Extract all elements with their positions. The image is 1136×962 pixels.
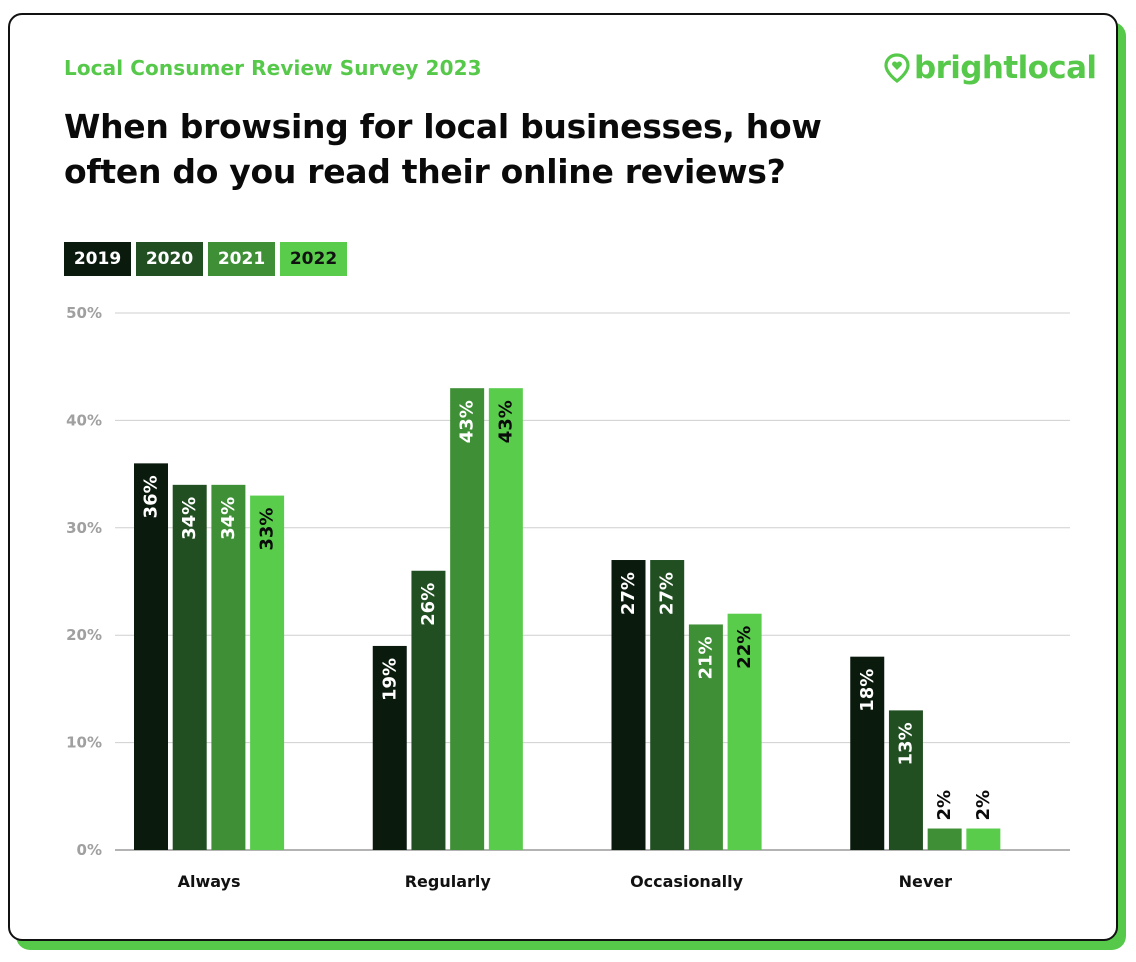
y-tick-label: 0% xyxy=(77,841,102,859)
y-tick-label: 20% xyxy=(66,626,102,644)
bar-value-label: 26% xyxy=(418,583,439,626)
survey-kicker: Local Consumer Review Survey 2023 xyxy=(64,56,482,80)
title-line-2: often do you read their online reviews? xyxy=(64,152,786,191)
brightlocal-logo[interactable]: brightlocal xyxy=(884,48,1097,88)
bar-value-label: 2% xyxy=(934,790,955,821)
bar-never-2019 xyxy=(850,656,885,850)
logo-wordmark: brightlocal xyxy=(914,50,1097,86)
bar-always-2020 xyxy=(172,484,207,850)
bar-never-2020 xyxy=(888,710,923,850)
bar-never-2022 xyxy=(966,828,1001,850)
bar-value-label: 2% xyxy=(973,790,994,821)
bar-value-label: 21% xyxy=(695,636,716,679)
bar-value-label: 36% xyxy=(141,475,162,518)
bar-value-label: 34% xyxy=(218,497,239,540)
bar-occasionally-2021 xyxy=(688,624,723,850)
bar-always-2019 xyxy=(134,463,168,850)
x-category-label: Never xyxy=(899,872,953,891)
title-line-1: When browsing for local businesses, how xyxy=(64,107,822,146)
bar-value-label: 18% xyxy=(857,669,878,712)
bar-regularly-2021 xyxy=(450,388,485,850)
bar-occasionally-2019 xyxy=(611,560,646,850)
bar-value-label: 27% xyxy=(657,572,678,615)
x-category-label: Always xyxy=(178,872,241,891)
bar-value-label: 43% xyxy=(495,400,516,443)
bar-value-label: 43% xyxy=(457,400,478,443)
bar-always-2021 xyxy=(211,484,246,850)
map-pin-heart-icon xyxy=(884,53,910,83)
legend-item-2019: 2019 xyxy=(64,242,131,276)
bar-regularly-2022 xyxy=(488,388,523,850)
bar-value-label: 33% xyxy=(257,508,278,551)
bar-regularly-2020 xyxy=(411,570,446,850)
x-category-label: Occasionally xyxy=(630,872,744,891)
legend-item-2022: 2022 xyxy=(280,242,347,276)
legend: 2019 2020 2021 2022 xyxy=(64,242,347,276)
y-tick-label: 40% xyxy=(66,411,102,429)
y-tick-label: 10% xyxy=(66,734,102,752)
bar-occasionally-2022 xyxy=(727,613,762,850)
page-title: When browsing for local businesses, how … xyxy=(64,104,884,194)
x-category-label: Regularly xyxy=(405,872,492,891)
y-tick-label: 30% xyxy=(66,519,102,537)
bar-value-label: 34% xyxy=(179,497,200,540)
bar-always-2022 xyxy=(250,495,285,850)
bar-occasionally-2020 xyxy=(650,560,685,850)
bar-value-label: 13% xyxy=(895,722,916,765)
bar-value-label: 22% xyxy=(734,626,755,669)
bar-value-label: 27% xyxy=(618,572,639,615)
legend-item-2020: 2020 xyxy=(136,242,203,276)
y-tick-label: 50% xyxy=(66,304,102,322)
bar-value-label: 19% xyxy=(379,658,400,701)
bar-regularly-2019 xyxy=(372,645,407,850)
legend-item-2021: 2021 xyxy=(208,242,275,276)
bar-never-2021 xyxy=(927,828,962,850)
